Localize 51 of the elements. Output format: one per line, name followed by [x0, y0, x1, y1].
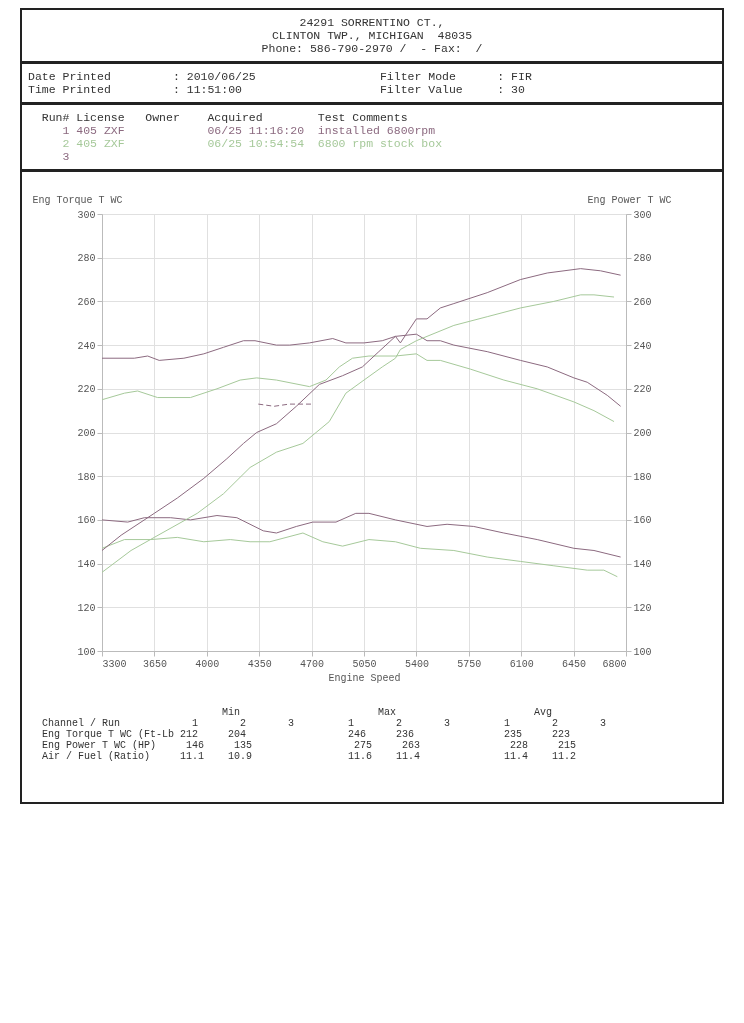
y2-tick-label: 280 — [633, 253, 652, 265]
text: Phone: 586-790-2970 / - Fax: / — [260, 42, 484, 55]
y-tick-label: 180 — [77, 471, 96, 483]
x-tick-label: 6100 — [509, 658, 534, 670]
text: 24291 SORRENTINO CT., — [298, 16, 446, 29]
text: Time Printed : 11:51:00 Filter Value : 30 — [28, 83, 526, 96]
x-tick-label: 5750 — [457, 658, 482, 670]
text: Eng Torque T WC (Ft-Lb 212 204 246 236 235 223 — [42, 729, 572, 740]
y-tick-label: 280 — [77, 253, 96, 265]
y2-tick-label: 120 — [633, 602, 652, 614]
y-tick-label: 120 — [77, 602, 96, 614]
y-tick-label: 300 — [77, 209, 96, 221]
y-tick-label: 140 — [77, 559, 96, 571]
y2-axis-title: Eng Power T WC — [587, 194, 672, 206]
y2-tick-label: 220 — [633, 384, 652, 396]
y2-tick-label: 160 — [633, 515, 652, 527]
y-tick-label: 260 — [77, 296, 96, 308]
y2-tick-label: 200 — [633, 428, 652, 439]
y2-tick-label: 100 — [633, 646, 652, 658]
x-tick-label: 3650 — [142, 658, 167, 670]
text: Min Max Avg — [221, 707, 554, 718]
x-tick-label: 3300 — [102, 658, 127, 670]
x-tick-label: 4350 — [247, 658, 272, 670]
text: Eng Power T WC (HP) 146 135 275 263 228 215 — [42, 740, 578, 751]
y-tick-label: 160 — [77, 515, 96, 527]
x-tick-label: 4700 — [300, 658, 325, 670]
y-tick-label: 220 — [77, 384, 96, 396]
line-series — [101, 294, 615, 573]
text: Air / Fuel (Ratio) 11.1 10.9 11.6 11.4 11.4 11.2 — [42, 751, 578, 762]
y-tick-label: 240 — [77, 340, 96, 352]
x-axis-title: Engine Speed — [328, 672, 401, 684]
y2-tick-label: 260 — [633, 296, 652, 308]
text: 2 405 ZXF 06/25 10:54:54 6800 rpm stock box — [61, 137, 444, 150]
x-tick-label: 4000 — [195, 658, 220, 670]
text: Run# License Owner Acquired Test Comments — [40, 111, 409, 124]
text: Channel / Run 1 2 3 1 2 3 1 2 3 — [42, 718, 608, 729]
text: CLINTON TWP., MICHIGAN 48035 — [270, 29, 474, 42]
y2-tick-label: 180 — [633, 471, 652, 483]
text: 1 405 ZXF 06/25 11:16:20 installed 6800rpm — [61, 124, 437, 137]
y-axis-title: Eng Torque T WC — [32, 194, 123, 206]
y2-tick-label: 240 — [633, 340, 652, 352]
y2-tick-label: 300 — [633, 209, 652, 221]
x-tick-label: 6800 — [602, 658, 627, 670]
x-tick-label: 5400 — [404, 658, 429, 670]
y-tick-label: 100 — [77, 646, 96, 658]
x-tick-label: 5050 — [352, 658, 377, 670]
text: Date Printed : 2010/06/25 Filter Mode : FIR — [28, 70, 533, 83]
x-tick-label: 6450 — [562, 658, 587, 670]
y2-tick-label: 140 — [633, 559, 652, 571]
text: 3 — [61, 150, 71, 163]
y-tick-label: 200 — [77, 428, 96, 439]
